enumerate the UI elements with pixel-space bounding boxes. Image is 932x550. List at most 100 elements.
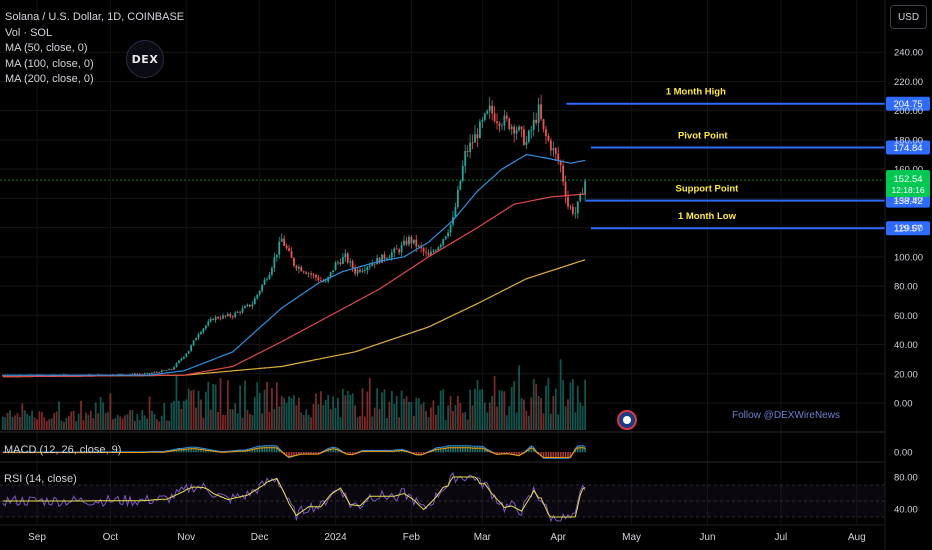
candle-body xyxy=(246,304,249,307)
macd-histogram-bar xyxy=(415,452,418,455)
volume-bar xyxy=(224,414,227,430)
candle-body xyxy=(146,373,149,374)
volume-bar xyxy=(18,416,21,430)
volume-bar xyxy=(315,393,317,430)
candle-body xyxy=(486,110,489,114)
candle-body xyxy=(363,269,366,271)
legend-ma50: MA (50, close, 0) xyxy=(5,42,88,54)
macd-histogram-bar xyxy=(258,446,261,453)
x-tick-label: 2024 xyxy=(324,532,347,543)
candle-body xyxy=(339,262,342,264)
x-tick-label: Feb xyxy=(403,532,421,543)
candle-body xyxy=(121,374,124,375)
candle-body xyxy=(283,238,286,246)
candle-body xyxy=(474,134,476,143)
volume-bar xyxy=(102,402,104,430)
volume-bar xyxy=(283,397,286,430)
candle-body xyxy=(212,318,215,320)
volume-bar xyxy=(214,384,217,430)
volume-bar xyxy=(31,410,34,430)
volume-bar xyxy=(368,377,371,430)
macd-histogram-bar xyxy=(530,446,533,453)
volume-bar xyxy=(92,418,95,430)
candle-body xyxy=(415,239,418,247)
currency-selector[interactable]: USD xyxy=(890,5,927,29)
macd-histogram-bar xyxy=(554,452,557,458)
macd-histogram-bar xyxy=(461,446,464,453)
volume-bar xyxy=(381,392,383,430)
volume-bar xyxy=(271,388,273,430)
volume-bar xyxy=(65,417,68,430)
candle-body xyxy=(160,370,163,373)
candle-body xyxy=(481,119,484,122)
volume-bar xyxy=(192,389,195,430)
macd-histogram-bar xyxy=(310,452,312,454)
volume-bar xyxy=(111,419,114,430)
candle-body xyxy=(319,280,322,282)
volume-bar xyxy=(70,411,73,430)
candle-body xyxy=(273,257,276,268)
volume-bar xyxy=(168,420,171,430)
events-flag-icon[interactable] xyxy=(617,410,637,430)
candle-body xyxy=(532,119,535,130)
candle-body xyxy=(408,236,410,245)
macd-signal-line xyxy=(2,447,586,458)
volume-bar xyxy=(190,390,193,430)
volume-bar xyxy=(545,385,547,430)
volume-bar xyxy=(547,377,550,430)
volume-bar xyxy=(474,388,476,430)
candle-body xyxy=(584,181,587,195)
macd-histogram-bar xyxy=(261,446,263,453)
macd-histogram-bar xyxy=(479,446,481,453)
candle-body xyxy=(354,268,357,274)
volume-bar xyxy=(430,407,432,430)
volume-bar xyxy=(280,396,283,430)
volume-bar xyxy=(26,414,29,430)
candle-body xyxy=(222,315,224,319)
volume-bar xyxy=(141,410,144,430)
candle-body xyxy=(278,241,281,255)
level-tag: 174.84 xyxy=(893,143,922,154)
macd-histogram-bar xyxy=(302,452,305,454)
candle-body xyxy=(351,261,354,269)
candle-body xyxy=(412,239,415,244)
macd-histogram-bar xyxy=(192,447,195,453)
volume-bar xyxy=(449,396,452,430)
volume-bar xyxy=(1,416,4,430)
candle-body xyxy=(545,129,547,136)
candle-body xyxy=(471,142,474,144)
volume-bar xyxy=(80,400,82,430)
macd-histogram-bar xyxy=(285,452,288,456)
volume-bar xyxy=(557,414,560,430)
candle-body xyxy=(288,248,290,251)
volume-bar xyxy=(72,410,75,430)
candle-body xyxy=(425,251,427,253)
macd-histogram-bar xyxy=(183,448,185,453)
level-tag-bg xyxy=(886,140,930,155)
macd-histogram-bar xyxy=(295,452,298,456)
macd-histogram-bar xyxy=(469,446,471,453)
volume-bar xyxy=(373,407,376,430)
volume-bar xyxy=(300,412,303,430)
candle-body xyxy=(138,374,141,375)
macd-histogram-bar xyxy=(452,446,454,453)
volume-bar xyxy=(579,402,582,430)
volume-bar xyxy=(471,405,474,430)
volume-bar xyxy=(498,390,501,430)
volume-bar xyxy=(351,393,354,430)
macd-histogram-bar xyxy=(457,446,459,453)
macd-histogram-bar xyxy=(540,452,542,456)
macd-histogram-bar xyxy=(332,447,334,453)
volume-bars xyxy=(1,359,587,430)
candle-body xyxy=(454,207,457,218)
volume-bar xyxy=(461,412,464,430)
volume-bar xyxy=(104,413,107,430)
volume-bar xyxy=(493,376,496,430)
volume-bar xyxy=(366,391,369,430)
candle-body xyxy=(187,350,190,354)
volume-bar xyxy=(432,400,435,430)
level-tag-bg xyxy=(886,193,930,208)
candle-body xyxy=(386,258,388,260)
candle-body xyxy=(217,316,219,319)
